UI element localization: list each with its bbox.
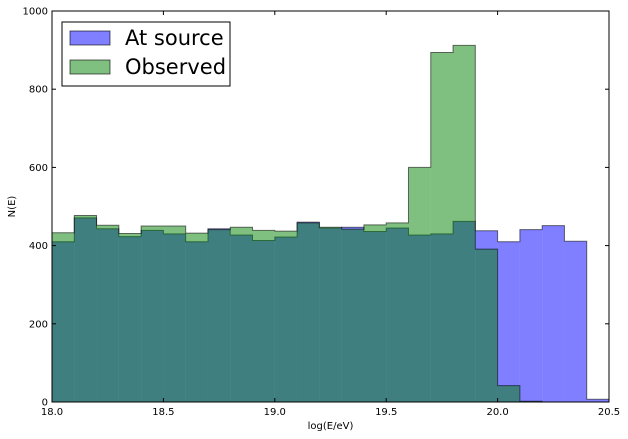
y-tick-label: 1000 [23, 7, 48, 18]
x-tick-label: 20.5 [598, 407, 620, 418]
bar-at-source-23 [564, 241, 587, 402]
y-axis-label: N(E) [7, 196, 18, 218]
bar-observed-4 [141, 226, 164, 402]
bar-observed-1 [74, 215, 97, 402]
bar-observed-9 [252, 230, 275, 402]
bar-observed-20 [497, 385, 520, 402]
bar-observed-5 [163, 226, 186, 402]
bar-at-source-24 [586, 399, 609, 402]
bar-observed-16 [408, 167, 431, 402]
ticks-layer: 18.0 18.5 19.0 19.5 20.0 20.5 0 200 400 600 800 100… [23, 7, 621, 419]
legend-swatch-observed [69, 59, 111, 75]
x-tick-label: 18.5 [152, 407, 174, 418]
bar-observed-7 [207, 229, 231, 402]
bar-observed-11 [297, 222, 320, 402]
y-tick-label: 800 [29, 85, 48, 96]
legend-label-observed: Observed [125, 55, 226, 79]
bar-observed-18 [453, 45, 476, 403]
legend: At source Observed [61, 21, 231, 87]
legend-label-at-source: At source [125, 26, 224, 50]
bar-at-source-20 [497, 241, 520, 402]
bar-observed-12 [319, 227, 342, 402]
y-tick-label: 600 [29, 163, 48, 174]
bar-observed-10 [274, 231, 298, 402]
x-tick-label: 20.0 [486, 407, 508, 418]
x-axis-label: log(E/eV) [308, 421, 354, 432]
bar-observed-17 [430, 52, 454, 403]
bar-observed-8 [230, 227, 253, 402]
outline-observed [51, 44, 609, 403]
bar-at-source-22 [542, 225, 565, 402]
bar-observed-6 [185, 233, 208, 402]
series-layer [51, 44, 610, 403]
bar-observed-14 [363, 224, 387, 402]
bar-observed-13 [341, 229, 364, 402]
bar-observed-15 [386, 222, 409, 402]
bar-at-source-21 [519, 229, 543, 402]
plot-frame [51, 10, 610, 403]
y-tick-label: 200 [29, 319, 48, 330]
bar-observed-3 [118, 233, 142, 402]
x-tick-label: 19.0 [264, 407, 286, 418]
x-tick-label: 18.0 [41, 407, 63, 418]
series-observed [51, 44, 609, 403]
bar-observed-2 [96, 225, 119, 402]
bar-observed-19 [475, 249, 498, 402]
bar-observed-0 [52, 232, 75, 402]
y-tick-label: 400 [29, 241, 48, 252]
y-tick-label: 0 [42, 398, 48, 409]
legend-swatch-at-source [69, 30, 111, 46]
x-tick-label: 19.5 [375, 407, 397, 418]
